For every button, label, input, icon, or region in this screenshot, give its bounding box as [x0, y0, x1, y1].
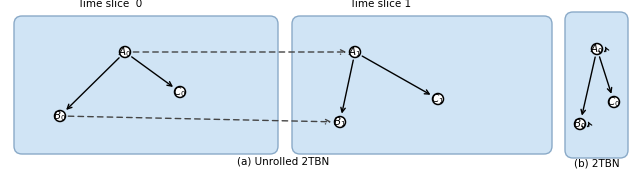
Text: $A_{0}$: $A_{0}$: [118, 45, 132, 59]
Text: $B_{0}$: $B_{0}$: [573, 117, 587, 131]
Circle shape: [433, 93, 444, 105]
Circle shape: [349, 46, 360, 57]
FancyBboxPatch shape: [14, 16, 278, 154]
Text: (b) 2TBN: (b) 2TBN: [574, 159, 620, 169]
Circle shape: [120, 46, 131, 57]
Circle shape: [335, 117, 346, 128]
Circle shape: [575, 118, 586, 129]
Text: $A_{0}$: $A_{0}$: [590, 42, 604, 56]
Text: $B_{0}$: $B_{0}$: [53, 109, 67, 123]
Text: $C_{0}$: $C_{0}$: [173, 85, 187, 99]
Text: (a) Unrolled 2TBN: (a) Unrolled 2TBN: [237, 157, 329, 167]
Text: $B_{1}$: $B_{1}$: [333, 115, 346, 129]
Text: Time slice  0: Time slice 0: [77, 0, 143, 9]
Circle shape: [609, 97, 620, 108]
FancyBboxPatch shape: [292, 16, 552, 154]
Circle shape: [175, 86, 186, 97]
Text: $C_{0}$: $C_{0}$: [607, 95, 621, 109]
Text: Time slice 1: Time slice 1: [349, 0, 411, 9]
Text: $A_{1}$: $A_{1}$: [348, 45, 362, 59]
Circle shape: [591, 44, 602, 54]
Circle shape: [54, 110, 65, 121]
Text: $C_{1}$: $C_{1}$: [431, 92, 445, 106]
FancyBboxPatch shape: [565, 12, 628, 158]
